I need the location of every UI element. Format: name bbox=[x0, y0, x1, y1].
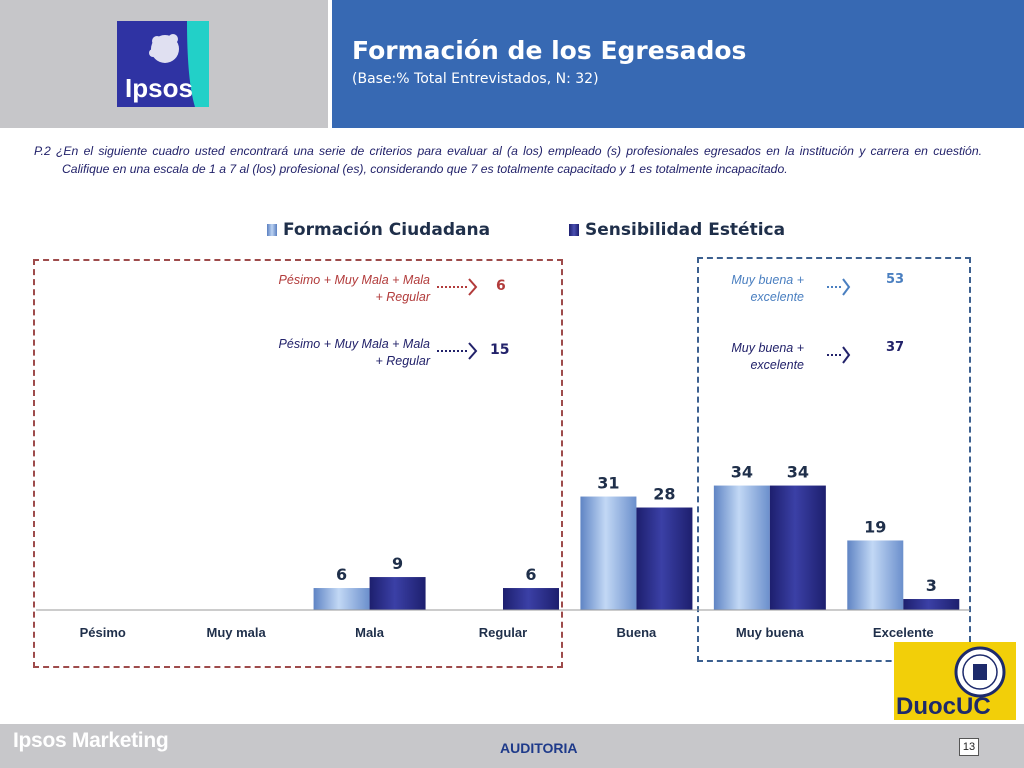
low-total-value-2: 15 bbox=[490, 342, 510, 358]
duocuc-logo: DuocUC bbox=[894, 642, 1016, 720]
question-text: P.2 ¿En el siguiente cuadro usted encont… bbox=[34, 144, 982, 176]
category-label-5: Muy buena bbox=[736, 625, 805, 640]
data-label-2-5: 34 bbox=[787, 463, 809, 482]
bar-1-5 bbox=[713, 485, 770, 610]
bar-2-5 bbox=[769, 485, 826, 610]
category-label-3: Regular bbox=[479, 625, 527, 640]
data-label-1-2: 6 bbox=[336, 565, 347, 584]
bar-1-6 bbox=[847, 540, 904, 610]
footer-bar: Ipsos Marketing AUDITORIA 13 bbox=[0, 724, 1024, 768]
duocuc-logo-text: DuocUC bbox=[896, 693, 991, 720]
data-label-1-5: 34 bbox=[731, 463, 753, 482]
page-subtitle: (Base:% Total Entrevistados, N: 32) bbox=[352, 71, 599, 87]
legend-swatch bbox=[267, 224, 277, 236]
footer-brand: Ipsos Marketing bbox=[13, 729, 169, 752]
data-label-2-2: 9 bbox=[392, 554, 403, 573]
ipsos-logo-text: Ipsos bbox=[125, 73, 193, 103]
data-label-2-6: 3 bbox=[926, 576, 937, 595]
legend-label: Formación Ciudadana bbox=[283, 220, 491, 240]
high-total-value-2: 37 bbox=[886, 340, 905, 355]
legend-item-formacion: Formación Ciudadana bbox=[267, 220, 490, 240]
bar-2-4 bbox=[636, 507, 693, 610]
arrow-right-icon bbox=[827, 346, 851, 364]
legend-item-sensibilidad: Sensibilidad Estética bbox=[569, 220, 785, 240]
category-label-2: Mala bbox=[355, 625, 385, 640]
category-label-0: Pésimo bbox=[80, 625, 126, 640]
bar-2-2 bbox=[369, 577, 426, 610]
low-total-label-2: Pésimo + Muy Mala + Mala + Regular bbox=[278, 337, 430, 368]
low-total-value-1: 6 bbox=[496, 278, 506, 294]
category-label-6: Excelente bbox=[873, 625, 934, 640]
page-number: 13 bbox=[959, 738, 979, 756]
header-title-panel bbox=[332, 0, 1024, 128]
ipsos-logo: Ipsos bbox=[117, 21, 209, 107]
low-total-label-1: Pésimo + Muy Mala + Mala + Regular bbox=[278, 273, 430, 304]
bar-1-4 bbox=[580, 496, 637, 610]
data-label-2-3: 6 bbox=[525, 565, 536, 584]
legend-swatch bbox=[569, 224, 579, 236]
category-label-4: Buena bbox=[617, 625, 658, 640]
low-ratings-box bbox=[33, 259, 563, 668]
high-total-label-1: Muy buena + excelente bbox=[731, 273, 804, 304]
footer-section-label: AUDITORIA bbox=[500, 740, 578, 756]
category-label-1: Muy mala bbox=[207, 625, 267, 640]
legend-label: Sensibilidad Estética bbox=[585, 220, 786, 240]
data-label-1-6: 19 bbox=[864, 517, 886, 536]
bar-2-6 bbox=[903, 599, 960, 610]
bar-2-3 bbox=[503, 588, 559, 610]
high-total-label-2: Muy buena + excelente bbox=[731, 341, 804, 372]
data-label-2-4: 28 bbox=[653, 485, 675, 504]
arrow-right-icon bbox=[827, 278, 851, 296]
data-label-1-4: 31 bbox=[597, 474, 619, 493]
high-total-value-1: 53 bbox=[886, 272, 905, 287]
high-ratings-box bbox=[697, 257, 971, 662]
bar-1-2 bbox=[313, 588, 370, 610]
page-title: Formación de los Egresados bbox=[352, 36, 747, 65]
arrow-right-icon bbox=[437, 342, 478, 360]
arrow-right-icon bbox=[437, 278, 478, 296]
